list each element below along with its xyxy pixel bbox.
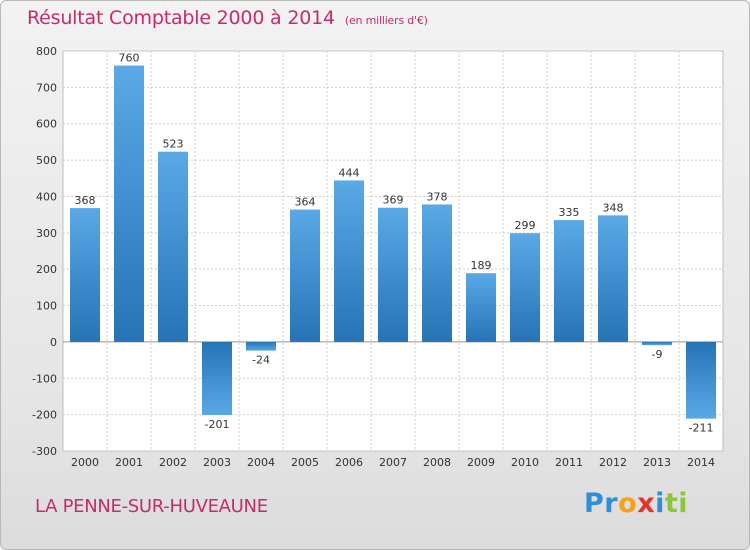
data-label: -24 (252, 354, 270, 367)
logo-letter: o (618, 488, 638, 519)
y-tick-label: 100 (36, 300, 57, 313)
logo-letter: i (678, 488, 689, 519)
y-tick-label: -100 (32, 372, 57, 385)
data-label: 364 (295, 196, 316, 209)
bar[interactable] (246, 341, 276, 351)
bar[interactable] (686, 341, 716, 419)
data-label: 523 (163, 138, 184, 151)
x-tick-label: 2007 (379, 456, 407, 469)
chart-title-text: Résultat Comptable 2000 à 2014 (27, 7, 335, 29)
y-tick-label: 800 (36, 45, 57, 58)
y-tick-label: 0 (50, 336, 57, 349)
data-label: 760 (119, 52, 140, 65)
x-tick-label: 2012 (599, 456, 627, 469)
bar[interactable] (554, 220, 584, 342)
logo-letter: x (637, 488, 656, 519)
y-tick-label: 200 (36, 263, 57, 276)
x-tick-label: 2013 (643, 456, 671, 469)
logo-letter: P (584, 488, 605, 519)
logo-letter: t (664, 488, 679, 519)
x-tick-label: 2009 (467, 456, 495, 469)
bar[interactable] (158, 151, 188, 342)
bar[interactable] (642, 341, 672, 346)
x-tick-label: 2000 (71, 456, 99, 469)
bar[interactable] (422, 204, 452, 342)
chart-unit: (en milliers d'€) (344, 14, 428, 27)
data-label: 335 (559, 206, 580, 219)
y-tick-label: 600 (36, 118, 57, 131)
bar[interactable] (510, 233, 540, 342)
bar[interactable] (378, 207, 408, 342)
bar[interactable] (290, 209, 320, 342)
y-tick-label: 400 (36, 190, 57, 203)
chart-title: Résultat Comptable 2000 à 2014 (en millie… (27, 7, 428, 29)
data-label: -211 (689, 422, 714, 435)
data-label: 348 (603, 201, 624, 214)
data-label: -9 (652, 348, 663, 361)
x-tick-label: 2010 (511, 456, 539, 469)
bar[interactable] (114, 65, 144, 342)
logo-letter: i (655, 488, 665, 519)
bar[interactable] (70, 208, 100, 342)
data-label: 299 (515, 219, 536, 232)
x-tick-label: 2002 (159, 456, 187, 469)
logo-letter: r (604, 488, 619, 519)
x-tick-label: 2011 (555, 456, 583, 469)
data-label: 189 (471, 259, 492, 272)
data-label: 444 (339, 166, 360, 179)
y-tick-label: -200 (32, 409, 57, 422)
data-label: 368 (75, 194, 96, 207)
x-tick-label: 2014 (687, 456, 715, 469)
bar[interactable] (466, 273, 496, 342)
y-tick-label: 500 (36, 154, 57, 167)
bar[interactable] (202, 341, 232, 415)
y-tick-label: 300 (36, 227, 57, 240)
y-tick-label: -300 (32, 445, 57, 458)
data-label: -201 (205, 418, 230, 431)
x-tick-label: 2004 (247, 456, 275, 469)
x-tick-label: 2008 (423, 456, 451, 469)
commune-name: LA PENNE-SUR-HUVEAUNE (35, 496, 268, 517)
x-tick-label: 2006 (335, 456, 363, 469)
data-label: 369 (383, 194, 404, 207)
y-tick-label: 700 (36, 81, 57, 94)
x-tick-label: 2003 (203, 456, 231, 469)
data-label: 378 (427, 190, 448, 203)
bar[interactable] (334, 180, 364, 342)
proxiti-logo[interactable]: Proxiti (584, 488, 688, 519)
x-tick-label: 2001 (115, 456, 143, 469)
x-tick-label: 2005 (291, 456, 319, 469)
bar[interactable] (598, 215, 628, 342)
